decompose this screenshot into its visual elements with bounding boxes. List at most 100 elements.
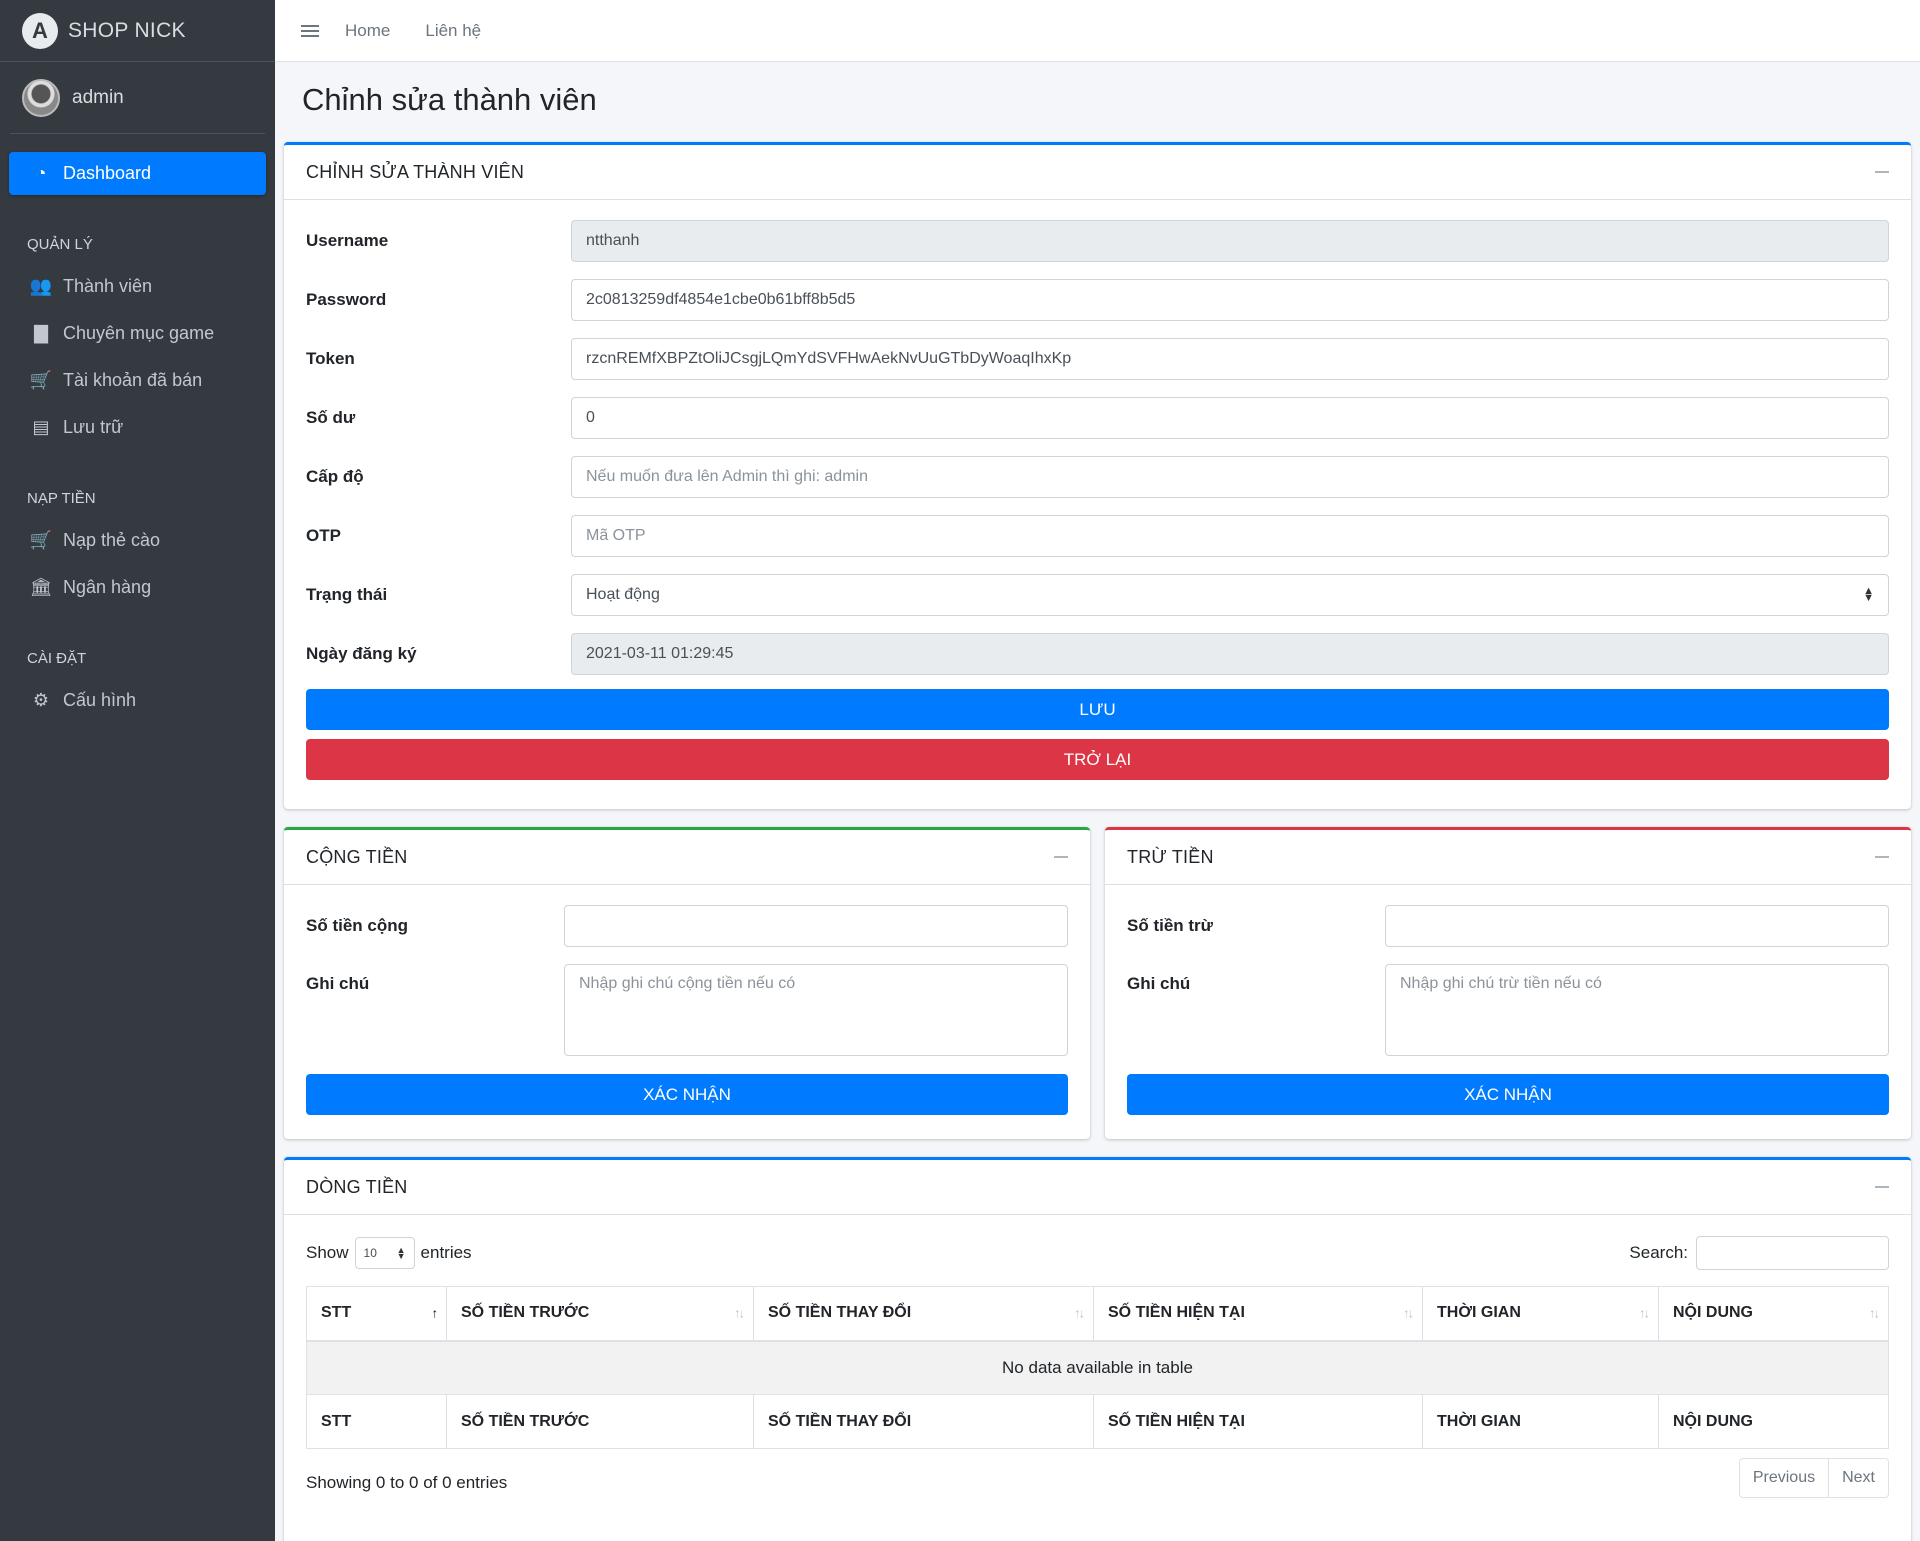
user-name: admin (72, 86, 124, 108)
password-label: Password (306, 290, 387, 309)
brand-logo: A (22, 12, 58, 49)
status-label: Trạng thái (306, 585, 388, 604)
sidebar-item-config[interactable]: ⚙ Cấu hình (9, 679, 266, 722)
status-selected-value: Hoạt động (586, 586, 660, 603)
users-icon: 👥 (29, 276, 53, 296)
search-label: Search: (1629, 1243, 1688, 1262)
entries-label: entries (420, 1243, 472, 1262)
table-footer-row: STT SỐ TIỀN TRƯỚC SỐ TIỀN THAY ĐỔI SỐ TI… (306, 1394, 1889, 1449)
sub-amount-label: Số tiền trừ (1127, 916, 1213, 935)
card-title: CHỈNH SỬA THÀNH VIÊN (306, 161, 525, 182)
nav-contact-link[interactable]: Liên hệ (425, 20, 482, 40)
add-note-textarea[interactable]: Nhập ghi chú cộng tiền nếu có (564, 964, 1068, 1056)
card-title: CỘNG TIỀN (306, 846, 408, 867)
sidebar-item-label: Thành viên (63, 276, 153, 296)
sub-amount-input[interactable] (1385, 905, 1889, 947)
edit-member-card: CHỈNH SỬA THÀNH VIÊN Username ntthanh Pa… (284, 142, 1911, 809)
sub-confirm-button[interactable]: XÁC NHẬN (1127, 1074, 1889, 1115)
sidebar-header-settings: CÀI ĐẶT (27, 650, 87, 667)
sidebar-item-dashboard[interactable]: ◔ Dashboard (9, 152, 266, 195)
balance-field[interactable]: 0 (571, 397, 1889, 439)
add-amount-label: Số tiền cộng (306, 916, 408, 935)
dashboard-icon: ◔ (35, 163, 47, 183)
footer-cell: STT (306, 1394, 447, 1449)
main-content: Chỉnh sửa thành viên CHỈNH SỬA THÀNH VIÊ… (275, 62, 1920, 1541)
user-panel[interactable]: admin (10, 62, 265, 134)
collapse-icon[interactable] (1875, 856, 1889, 858)
otp-field[interactable]: Mã OTP (571, 515, 1889, 557)
nav-home-link[interactable]: Home (345, 20, 391, 40)
pagination: Previous Next (1738, 1458, 1889, 1498)
sidebar-item-label: Nạp thẻ cào (63, 530, 161, 550)
topbar: Home Liên hệ (275, 0, 1920, 62)
otp-label: OTP (306, 526, 341, 545)
table-row: No data available in table (306, 1340, 1889, 1395)
sidebar-item-members[interactable]: 👥 Thành viên (9, 265, 266, 308)
register-date-label: Ngày đăng ký (306, 644, 417, 663)
empty-table-message: No data available in table (306, 1340, 1889, 1395)
token-field[interactable]: rzcnREMfXBPZtOliJCsgjLQmYdSVFHwAekNvUuGT… (571, 338, 1889, 380)
status-select[interactable]: Hoạt động ▲ ▼ (571, 574, 1889, 616)
sort-icon: ↑↓ (1869, 1305, 1880, 1321)
brand-link[interactable]: A SHOP NICK (0, 0, 275, 62)
level-field[interactable]: Nếu muốn đưa lên Admin thì ghi: admin (571, 456, 1889, 498)
page-title: Chỉnh sửa thành viên (302, 82, 597, 117)
column-header-before[interactable]: SỐ TIỀN TRƯỚC ↑↓ (446, 1286, 754, 1342)
search-input[interactable] (1696, 1236, 1889, 1270)
sidebar-nav: ◔ Dashboard QUẢN LÝ 👥 Thành viên ▇ Chuyê… (0, 152, 275, 722)
card-title: TRỪ TIỀN (1127, 846, 1214, 867)
back-button[interactable]: TRỞ LẠI (306, 739, 1889, 780)
page-length-select[interactable]: 10 ▲ ▼ (354, 1237, 415, 1269)
sort-asc-icon: ↑ (431, 1305, 438, 1321)
cart-icon: 🛒 (29, 530, 53, 550)
page-length-control: Show 10 ▲ ▼ entries (306, 1237, 472, 1269)
table-header-row: STT ↑ SỐ TIỀN TRƯỚC ↑↓ SỐ TIỀN THAY ĐỔI ↑↓ … (306, 1286, 1889, 1342)
column-header-time[interactable]: THỜI GIAN ↑↓ (1422, 1286, 1659, 1342)
column-header-change[interactable]: SỐ TIỀN THAY ĐỔI ↑↓ (753, 1286, 1094, 1342)
card-title: DÒNG TIỀN (306, 1176, 408, 1197)
cashflow-table: STT ↑ SỐ TIỀN TRƯỚC ↑↓ SỐ TIỀN THAY ĐỔI ↑↓ … (306, 1286, 1889, 1449)
select-arrows-icon: ▲ ▼ (396, 1245, 406, 1261)
save-button[interactable]: LƯU (306, 689, 1889, 730)
add-note-label: Ghi chú (306, 974, 370, 993)
password-field[interactable]: 2c0813259df4854e1cbe0b61bff8b5d5 (571, 279, 1889, 321)
gear-icon: ⚙ (32, 690, 50, 710)
sidebar-item-card-topup[interactable]: 🛒 Nạp thẻ cào (9, 519, 266, 562)
column-header-current[interactable]: SỐ TIỀN HIỆN TẠI ↑↓ (1093, 1286, 1423, 1342)
sidebar-item-label: Ngân hàng (63, 577, 152, 597)
sidebar-item-label: Tài khoản đã bán (63, 370, 203, 390)
column-header-content[interactable]: NỘI DUNG ↑↓ (1658, 1286, 1889, 1342)
collapse-icon[interactable] (1054, 856, 1068, 858)
add-money-card: CỘNG TIỀN Số tiền cộng Ghi chú Nhập ghi … (284, 827, 1090, 1139)
collapse-icon[interactable] (1875, 1186, 1889, 1188)
select-arrows-icon: ▲ ▼ (1863, 585, 1874, 604)
register-date-field[interactable]: 2021-03-11 01:29:45 (571, 633, 1889, 675)
sub-note-label: Ghi chú (1127, 974, 1191, 993)
collapse-icon[interactable] (1875, 171, 1889, 173)
show-label: Show (306, 1243, 349, 1262)
sidebar-item-bank[interactable]: 🏛 Ngân hàng (9, 566, 266, 609)
bank-icon: 🏛 (29, 577, 53, 597)
footer-cell: SỐ TIỀN THAY ĐỔI (753, 1394, 1094, 1449)
add-confirm-button[interactable]: XÁC NHẬN (306, 1074, 1068, 1115)
previous-page-button[interactable]: Previous (1752, 1469, 1816, 1486)
page-length-value: 10 (363, 1246, 377, 1260)
sub-note-textarea[interactable]: Nhập ghi chú trừ tiền nếu có (1385, 964, 1889, 1056)
brand-name: SHOP NICK (68, 18, 186, 42)
add-amount-input[interactable] (564, 905, 1068, 947)
sidebar-item-label: Chuyên mục game (63, 323, 215, 343)
username-field[interactable]: ntthanh (571, 220, 1889, 262)
balance-label: Số dư (306, 408, 356, 427)
avatar (22, 78, 60, 117)
box-icon: ▤ (32, 417, 50, 437)
sidebar-item-sold-accounts[interactable]: 🛒 Tài khoản đã bán (9, 359, 266, 402)
sidebar-item-archive[interactable]: ▤ Lưu trữ (9, 406, 266, 449)
sidebar-header-manage: QUẢN LÝ (27, 236, 93, 253)
next-page-button[interactable]: Next (1828, 1459, 1888, 1497)
footer-cell: SỐ TIỀN TRƯỚC (446, 1394, 754, 1449)
sidebar-item-game-categories[interactable]: ▇ Chuyên mục game (9, 312, 266, 355)
sidebar-item-label: Dashboard (63, 163, 152, 183)
menu-toggle-icon[interactable] (301, 24, 319, 37)
table-info: Showing 0 to 0 of 0 entries (306, 1473, 508, 1492)
column-header-stt[interactable]: STT ↑ (306, 1286, 447, 1342)
